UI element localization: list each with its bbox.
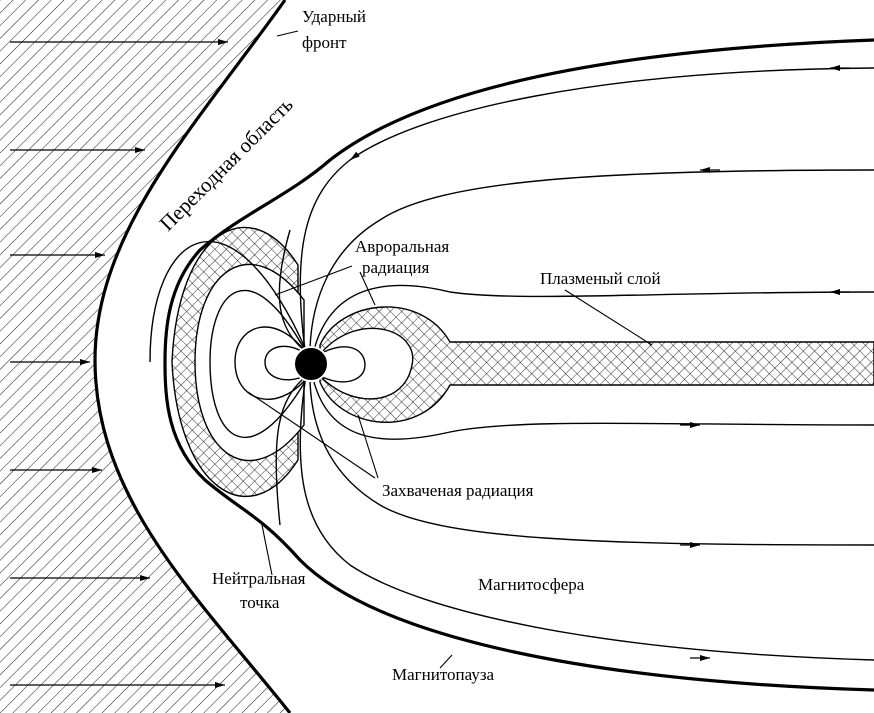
bow-shock-label: фронт [302, 33, 347, 52]
magnetosphere-label: Магнитосфера [478, 575, 585, 594]
auroral-label: радиация [362, 258, 430, 277]
leader-lines [247, 30, 653, 669]
plasma-sheet-region [319, 306, 874, 423]
bow-shock [93, 0, 292, 713]
bow-shock-label: Ударный [302, 7, 366, 26]
magnetopause-label: Магнитопауза [392, 665, 495, 684]
neutral-point-label: точка [240, 593, 280, 612]
earth [293, 346, 329, 382]
solar-wind-arrows [10, 39, 228, 688]
solar-wind [0, 0, 290, 713]
magnetopause-line [163, 38, 874, 692]
neutral-point-label: Нейтральная [212, 569, 306, 588]
trapped-radiation-label: Захваченая радиация [382, 481, 534, 500]
dayside-inner [194, 263, 305, 462]
plasma-sheet-label: Плазменый слой [540, 269, 661, 288]
auroral-label: Авроральная [355, 237, 449, 256]
field-arrows [680, 65, 850, 661]
